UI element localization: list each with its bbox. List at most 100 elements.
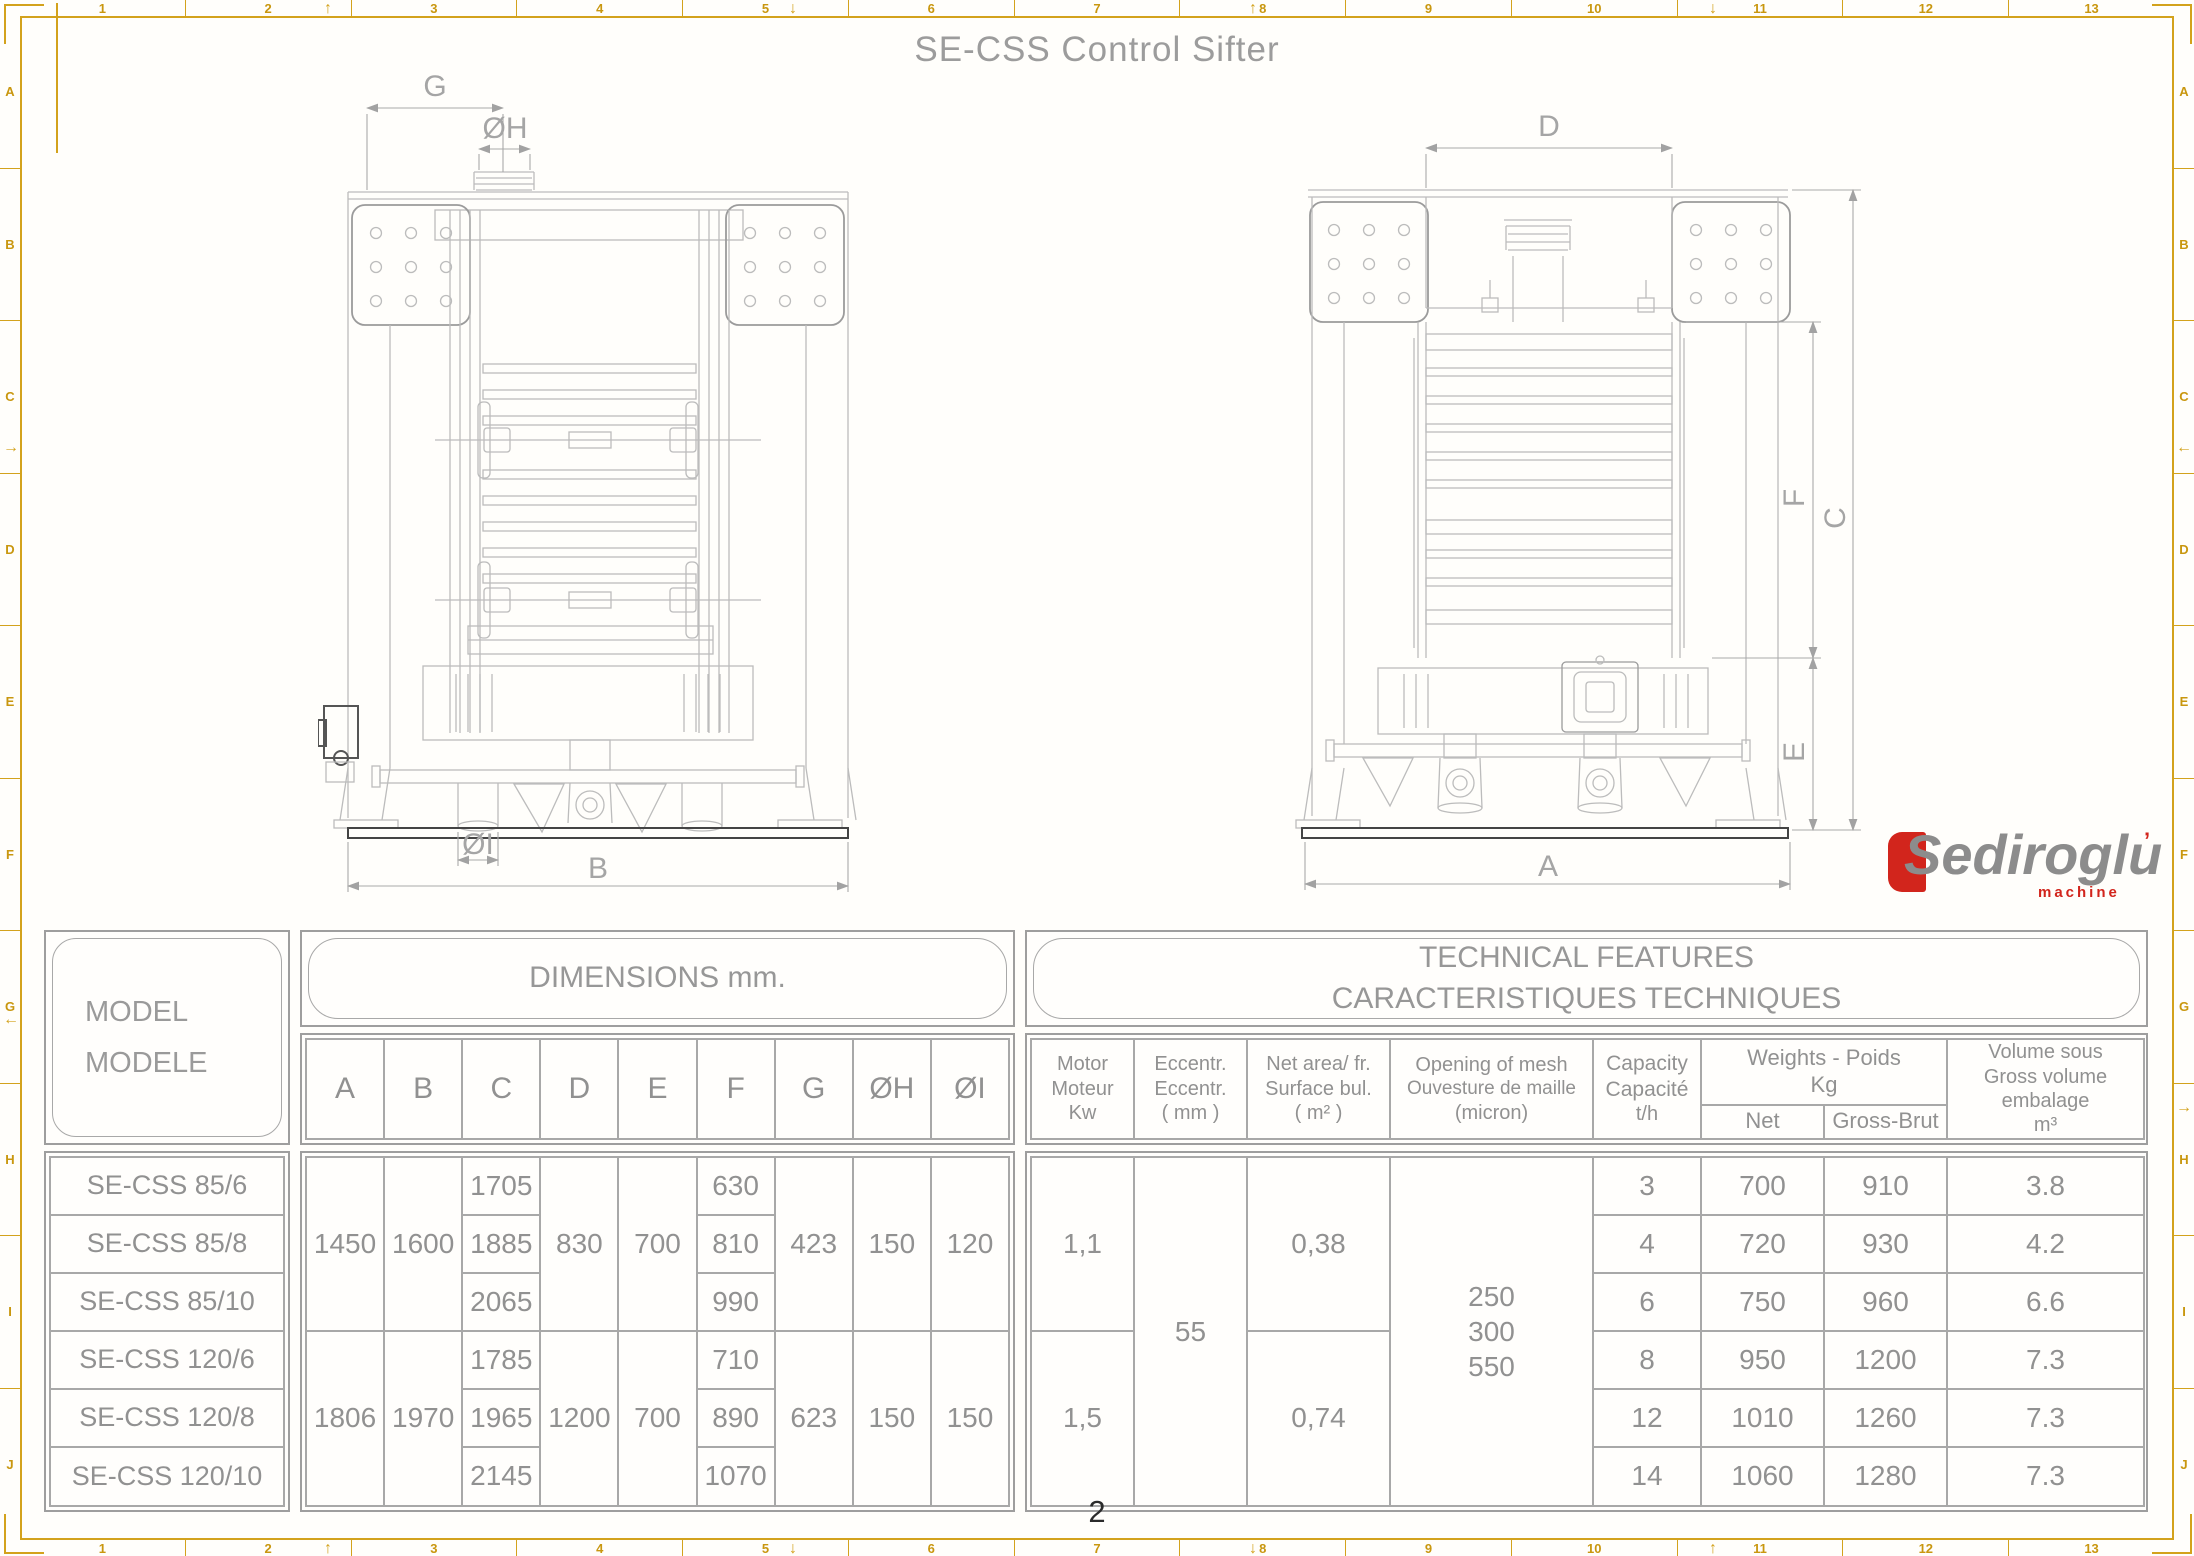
volume-value: 3.8 (1946, 1156, 2145, 1216)
page-number: 2 (1088, 1494, 1106, 1529)
trim-mark (2152, 4, 2192, 44)
border-zone-letter: B (0, 169, 20, 321)
border-zone-letter: H (2174, 1084, 2194, 1236)
capacity-value: 14 (1592, 1445, 1702, 1508)
trim-mark (4, 1514, 44, 1554)
border-zone-number: 10 (1512, 1540, 1678, 1556)
border-zone-number: 4 (517, 0, 684, 16)
net-weight-value: 750 (1700, 1271, 1825, 1332)
border-zone-number: 11 (1678, 0, 1844, 16)
border-zone-number: 6 (849, 0, 1015, 16)
weights-col-header: Weights - Poids Kg (1700, 1038, 1948, 1106)
border-zone-number: 4 (517, 1540, 684, 1556)
dim-label-b: B (588, 852, 608, 885)
border-zone-number: 1 (20, 0, 186, 16)
net-weight-value: 720 (1700, 1213, 1825, 1274)
logo-tagline: machine (2038, 884, 2120, 901)
side-view-drawing: D A F C E (1295, 110, 1861, 890)
dim-col-header: D (539, 1038, 620, 1140)
volume-value: 4.2 (1946, 1213, 2145, 1274)
mesh-value: 250 300 550 (1389, 1156, 1594, 1507)
dim-label-f: F (1778, 489, 1811, 507)
eccentr-value: 55 (1133, 1156, 1248, 1507)
page-title: SE-CSS Control Sifter (914, 30, 1280, 69)
dim-g-value: 423 (773, 1156, 854, 1332)
volume-col-header: Volume sous Gross volume embalage m³ (1946, 1038, 2145, 1140)
center-mark-arrow-icon: → (3, 439, 19, 456)
dim-d-value: 830 (539, 1156, 620, 1332)
center-mark-arrow-icon: ↓ (789, 0, 797, 17)
border-zone-numbers-top: 1 2 3 4 5 6 7 8 9 10 11 12 13 (20, 0, 2174, 16)
border-zone-letter: G (0, 931, 20, 1084)
border-zone-number: 7 (1015, 1540, 1181, 1556)
center-mark-arrow-icon: ↓ (1709, 0, 1717, 17)
border-zone-number: 3 (352, 0, 518, 16)
model-header-line2: MODELE (85, 1046, 208, 1079)
dimensions-subheader-row: A B C D E F G ØH ØI (300, 1033, 1015, 1145)
logo-s-mark-icon (1888, 832, 1926, 892)
border-zone-number: 10 (1512, 0, 1678, 16)
trim-mark (4, 4, 44, 44)
weights-gross-header: Gross-Brut (1823, 1103, 1948, 1141)
border-zone-number: 2 (186, 0, 352, 16)
dim-label-oi: ØI (462, 828, 494, 861)
center-mark-arrow-icon: → (2176, 1099, 2192, 1116)
border-zone-number: 9 (1346, 1540, 1512, 1556)
dim-label-g: G (423, 70, 446, 103)
weights-net-header: Net (1700, 1103, 1825, 1141)
mesh-col-header: Opening of mesh Ouvesture de maille (micro… (1389, 1038, 1594, 1140)
dim-f-value: 810 (695, 1213, 776, 1274)
dimensions-data-grid: 1450 1600 1705 830 700 630 423 150 120 1… (300, 1151, 1015, 1512)
border-zone-letter: I (0, 1236, 20, 1389)
drawing-frame (20, 16, 2174, 1540)
dim-col-header: ØH (851, 1038, 932, 1140)
border-zone-letter: D (0, 474, 20, 626)
dim-f-value: 890 (695, 1387, 776, 1448)
gross-weight-value: 1260 (1823, 1387, 1948, 1448)
border-zone-letter: A (2174, 16, 2194, 169)
dim-label-oh: ØH (483, 112, 528, 145)
border-zone-number: 6 (849, 1540, 1015, 1556)
dim-b-value: 1600 (383, 1156, 464, 1332)
gross-weight-value: 1280 (1823, 1445, 1948, 1508)
center-mark-arrow-icon: ↓ (789, 1540, 797, 1556)
border-zone-letter: J (2180, 1456, 2188, 1472)
center-mark-arrow-icon: ↓ (1249, 1540, 1257, 1556)
center-mark-arrow-icon: ↑ (1249, 0, 1257, 17)
dimensions-header-cell: DIMENSIONS mm. (300, 930, 1015, 1027)
technical-data-grid: 1,1 55 0,38 250 300 550 3 700 910 3.8 4 … (1025, 1151, 2148, 1512)
dim-col-header: G (773, 1038, 854, 1140)
border-zone-letter: A (0, 16, 20, 169)
center-mark-arrow-icon: ↑ (324, 0, 332, 17)
center-mark-arrow-icon: ↑ (1709, 1540, 1717, 1556)
center-mark-arrow-icon: ← (3, 1011, 19, 1028)
net-weight-value: 1060 (1700, 1445, 1825, 1508)
capacity-col-header: Capacity Capacité t/h (1592, 1038, 1702, 1140)
technical-subheader-row: Motor Moteur Kw Eccentr. Eccentr.( mm ) Net… (1025, 1033, 2148, 1145)
dim-oi-value: 120 (929, 1156, 1011, 1332)
dim-b-value: 1970 (383, 1329, 464, 1508)
border-zone-number: 13 (2084, 1540, 2099, 1556)
technical-header-line2: CARACTERISTIQUES TECHNIQUES (1331, 981, 1842, 1015)
model-name: SE-CSS 120/10 (49, 1445, 285, 1508)
dim-c-value: 2065 (461, 1271, 542, 1332)
border-zone-number: 8 (1180, 0, 1347, 16)
model-data-column: SE-CSS 85/6 SE-CSS 85/8 SE-CSS 85/10 SE-… (44, 1151, 290, 1512)
volume-value: 6.6 (1946, 1271, 2145, 1332)
border-zone-number: 3 (352, 1540, 518, 1556)
border-zone-letter: F (0, 779, 20, 931)
model-name: SE-CSS 85/6 (49, 1156, 285, 1216)
border-zone-number: 11 (1678, 1540, 1844, 1556)
border-zone-letter: F (2174, 779, 2194, 931)
logo-brand-text: Sediroglu (1904, 823, 2163, 886)
capacity-value: 6 (1592, 1271, 1702, 1332)
border-zone-number: 12 (1843, 0, 2010, 16)
front-view-drawing: G ØH ØI B (318, 70, 857, 892)
border-zone-number: 5 (683, 0, 849, 16)
border-zone-number: 7 (1015, 0, 1181, 16)
dim-col-header: B (383, 1038, 464, 1140)
border-zone-letter: G (2174, 931, 2194, 1084)
capacity-value: 8 (1592, 1329, 1702, 1390)
volume-value: 7.3 (1946, 1387, 2145, 1448)
dim-e-value: 700 (617, 1329, 698, 1508)
